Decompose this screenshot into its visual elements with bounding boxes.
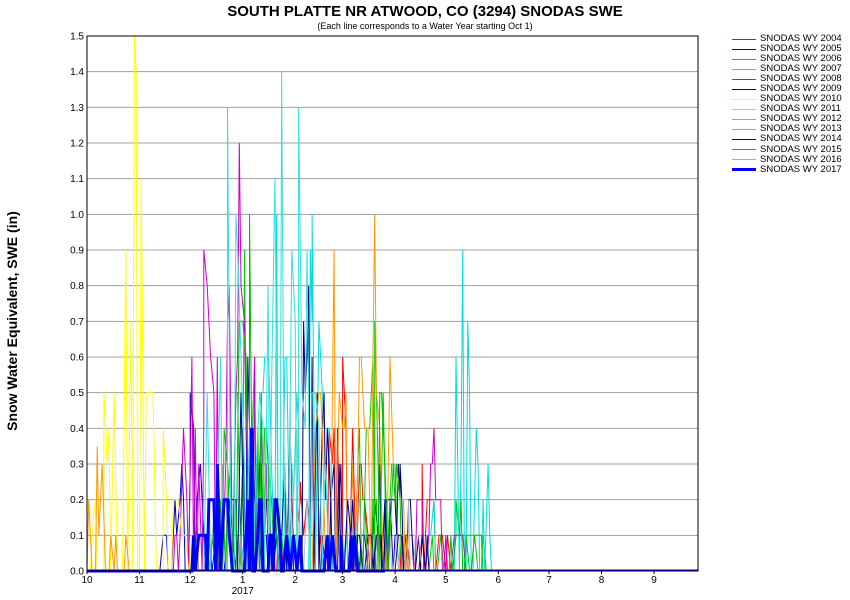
x-tick-label: 2 — [292, 575, 298, 586]
x-tick-label: 6 — [496, 575, 502, 586]
x-tick-label: 4 — [392, 575, 398, 586]
legend-swatch — [732, 98, 756, 100]
y-axis-ticks: 0.0 0.1 0.2 0.3 0.4 0.5 0.6 0.7 0.8 0.9 1.0 1.1 1.2 1… — [70, 32, 84, 578]
y-tick-label: 0.9 — [70, 246, 84, 257]
legend-item: SNODAS WY 2013 — [732, 124, 842, 134]
legend-swatch — [732, 128, 756, 130]
legend-item: SNODAS WY 2016 — [732, 153, 842, 165]
x-tick-label: 7 — [546, 575, 552, 586]
x-tick-label: 12 — [185, 575, 197, 586]
legend-label: SNODAS WY 2006 — [760, 53, 842, 65]
chart-title: SOUTH PLATTE NR ATWOOD, CO (3294) SNODAS… — [227, 3, 623, 20]
legend-label: SNODAS WY 2004 — [760, 33, 842, 44]
legend-swatch — [732, 108, 756, 110]
legend-swatch — [732, 58, 756, 60]
y-tick-label: 0.2 — [70, 495, 84, 506]
legend-item: SNODAS WY 2017 — [732, 163, 842, 175]
x-tick-label: 10 — [81, 575, 93, 586]
legend-label: SNODAS WY 2011 — [760, 103, 841, 115]
legend-label: SNODAS WY 2013 — [760, 123, 842, 135]
y-tick-label: 0.7 — [70, 317, 84, 328]
legend-item: SNODAS WY 2010 — [732, 94, 842, 104]
y-tick-label: 0.8 — [70, 281, 84, 292]
gridlines — [87, 71, 698, 536]
x-tick-label: 8 — [599, 575, 605, 586]
y-tick-label: 0.3 — [70, 460, 84, 471]
legend-swatch — [732, 78, 756, 80]
legend-label: SNODAS WY 2008 — [760, 73, 842, 85]
legend-swatch — [732, 68, 756, 70]
plot-frame — [86, 35, 699, 572]
legend-item: SNODAS WY 2008 — [732, 74, 842, 84]
y-tick-label: 1.4 — [70, 67, 84, 78]
legend-swatch — [732, 168, 756, 172]
y-tick-label: 0.1 — [70, 531, 84, 542]
legend-item: SNODAS WY 2011 — [732, 104, 842, 114]
y-tick-label: 1.5 — [70, 32, 84, 43]
legend-label: SNODAS WY 2007 — [760, 63, 842, 75]
year-label: 2017 — [232, 586, 255, 597]
series-lines — [86, 35, 698, 573]
y-tick-label: 1.1 — [70, 174, 84, 185]
legend-item: SNODAS WY 2014 — [732, 134, 842, 144]
y-tick-label: 0.0 — [70, 567, 84, 578]
legend-item: SNODAS WY 2006 — [732, 54, 842, 64]
y-tick-label: 0.4 — [70, 424, 84, 435]
legend-swatch — [732, 48, 756, 50]
series-line — [87, 35, 208, 572]
legend-item: SNODAS WY 2005 — [732, 43, 842, 55]
legend-swatch — [732, 159, 756, 161]
legend-swatch — [732, 138, 756, 140]
legend-item: SNODAS WY 2007 — [732, 64, 842, 74]
x-tick-label: 3 — [340, 575, 346, 586]
series-line — [87, 249, 500, 572]
legend-swatch — [732, 118, 756, 120]
legend-label: SNODAS WY 2010 — [760, 93, 842, 105]
chart-subtitle: (Each line corresponds to a Water Year s… — [317, 21, 533, 31]
legend-item: SNODAS WY 2012 — [732, 114, 842, 124]
legend-label: SNODAS WY 2015 — [760, 143, 842, 155]
legend-label: SNODAS WY 2016 — [760, 153, 842, 165]
x-tick-label: 5 — [443, 575, 449, 586]
legend-item: SNODAS WY 2015 — [732, 143, 842, 155]
legend-label: SNODAS WY 2017 — [760, 163, 842, 175]
legend-item: SNODAS WY 2009 — [732, 84, 842, 94]
y-tick-label: 0.6 — [70, 353, 84, 364]
x-tick-label: 9 — [651, 575, 657, 586]
legend-item: SNODAS WY 2004 — [732, 33, 842, 44]
legend-label: SNODAS WY 2014 — [760, 133, 842, 145]
chart-legend: SNODAS WY 2004 SNODAS WY 2005 SNODAS WY 20… — [732, 33, 842, 175]
legend-swatch — [732, 88, 756, 90]
y-tick-label: 1.3 — [70, 103, 84, 114]
legend-swatch — [732, 38, 756, 40]
x-tick-label: 1 — [240, 575, 246, 586]
x-tick-label: 11 — [134, 575, 145, 586]
legend-label: SNODAS WY 2012 — [760, 113, 842, 125]
y-tick-label: 1.0 — [70, 210, 84, 221]
legend-label: SNODAS WY 2005 — [760, 43, 842, 55]
legend-label: SNODAS WY 2009 — [760, 83, 842, 95]
y-tick-label: 0.5 — [70, 388, 84, 399]
y-tick-label: 1.2 — [70, 139, 84, 150]
legend-swatch — [732, 149, 756, 151]
